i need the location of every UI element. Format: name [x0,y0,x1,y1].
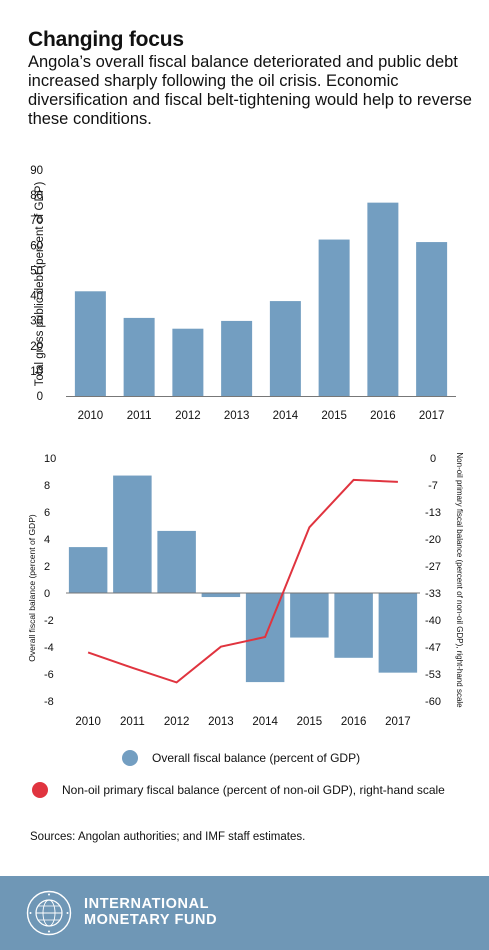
bar-2015 [290,593,329,638]
debt-bar-chart: 0 10 20 30 40 50 60 70 80 90 2010 2011 2012 2013 2014 2… [30,165,456,422]
legend-swatch-bar [122,750,138,766]
y-axis-label-left: Overall fiscal balance (percent of GDP) [27,514,37,662]
x-tick-label: 2011 [120,716,145,728]
y-tick-label-left: 10 [44,453,56,465]
y-tick-label: 40 [30,291,43,303]
y-tick-label-right: -33 [425,588,441,600]
x-tick-label: 2017 [419,410,445,422]
y-tick-label: 70 [30,215,43,227]
x-tick-label: 2010 [78,410,104,422]
y-axis-label: Total gross public debt (percent of GDP) [34,182,46,387]
y-tick-label-right: -40 [425,615,441,627]
org-name-line2: MONETARY FUND [84,912,218,928]
x-tick-label: 2013 [224,410,250,422]
bar-2015 [318,239,350,396]
y-tick-label: 30 [30,316,43,328]
x-tick-label: 2011 [127,410,152,422]
x-tick-label: 2012 [175,410,201,422]
y-tick-label-left: -2 [44,615,54,627]
y-tick-label: 20 [30,341,43,353]
y-tick-label-right: -20 [425,534,441,546]
source-note: Sources: Angolan authorities; and IMF st… [30,831,306,843]
y-tick-label: 90 [30,165,43,177]
y-tick-label-left: -8 [44,696,54,708]
y-tick-label-left: 8 [44,480,50,492]
line-non-oil-primary-balance [87,478,398,684]
legend-swatch-line [32,782,48,798]
x-tick-label: 2016 [370,410,396,422]
bar-2017 [378,593,418,673]
y-tick-label-left: 4 [44,534,50,546]
x-tick-label: 2015 [321,410,347,422]
x-tick-label: 2015 [297,716,323,728]
x-tick-label: 2014 [252,716,278,728]
org-name: INTERNATIONAL MONETARY FUND [84,896,217,928]
legend-item-bar: Overall fiscal balance (percent of GDP) [122,750,360,766]
chart-title: Changing focus [28,28,184,51]
y-tick-label-right: -27 [425,561,441,573]
x-tick-label: 2014 [273,410,299,422]
x-tick-label: 2013 [208,716,234,728]
bar-2011 [113,475,152,593]
y-tick-label-right: -47 [425,642,441,654]
y-tick-label: 0 [37,391,43,403]
bar-2016 [367,202,399,396]
x-tick-label: 2017 [385,716,411,728]
y-tick-label-left: 2 [44,561,50,573]
bar-2011 [123,317,155,396]
bar-2013 [201,593,241,598]
y-tick-label-left: -4 [44,642,54,654]
legend-label-line: Non-oil primary fiscal balance (percent … [62,783,445,797]
bar-2017 [416,242,448,396]
fiscal-balance-chart: 10 8 6 4 2 0 -2 -4 -6 -8 0 -7 -13 -20 -27 -33 -40 -47 -53 -… [27,452,464,728]
y-tick-label: 50 [30,265,43,277]
legend-label-bar: Overall fiscal balance (percent of GDP) [152,751,361,765]
y-tick-label-right: -13 [425,507,441,519]
y-tick-label: 80 [30,190,43,202]
bar-2010 [74,291,106,396]
footer-bar: INTERNATIONAL MONETARY FUND [0,876,489,950]
chart-subtitle: Angola’s overall fiscal balance deterior… [28,53,472,128]
legend-item-line: Non-oil primary fiscal balance (percent … [32,782,445,798]
y-tick-label-right: -53 [425,669,441,681]
x-tick-label: 2012 [164,716,190,728]
y-tick-label-right: -60 [425,696,441,708]
y-axis-label-right: Non-oil primary fiscal balance (percent … [455,452,464,708]
y-tick-label-right: -7 [428,480,438,492]
y-tick-label-left: -6 [44,669,54,681]
bar-2013 [221,320,253,396]
x-tick-label: 2010 [75,716,101,728]
y-tick-label: 60 [30,240,43,252]
bar-2010 [68,547,108,593]
y-tick-label-left: 0 [44,588,50,600]
imf-seal-icon [26,890,72,936]
bar-2014 [269,301,301,396]
bar-2012 [172,328,204,396]
bar-2012 [157,530,196,593]
bar-2016 [334,593,373,658]
x-tick-label: 2016 [341,716,367,728]
y-tick-label: 10 [30,366,43,378]
org-name-line1: INTERNATIONAL [84,896,210,912]
y-tick-label-left: 6 [44,507,50,519]
y-tick-label-right: 0 [430,453,436,465]
